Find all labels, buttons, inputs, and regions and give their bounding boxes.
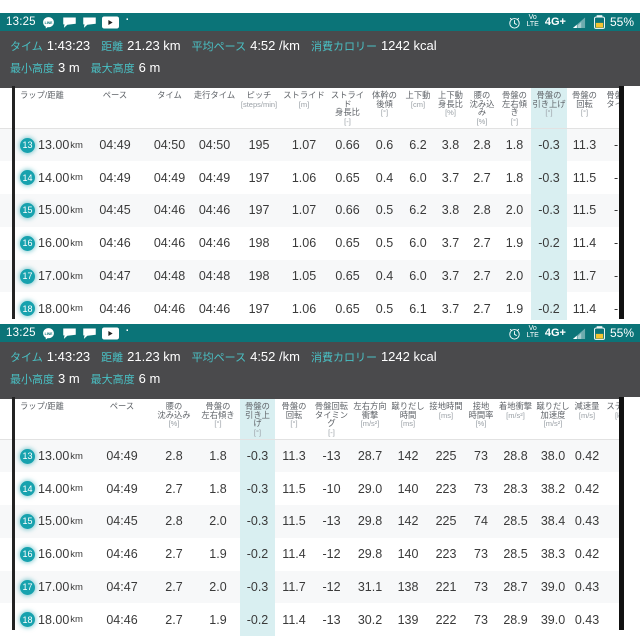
svg-text:LINE: LINE: [44, 331, 52, 335]
svg-text:LINE: LINE: [44, 20, 52, 24]
